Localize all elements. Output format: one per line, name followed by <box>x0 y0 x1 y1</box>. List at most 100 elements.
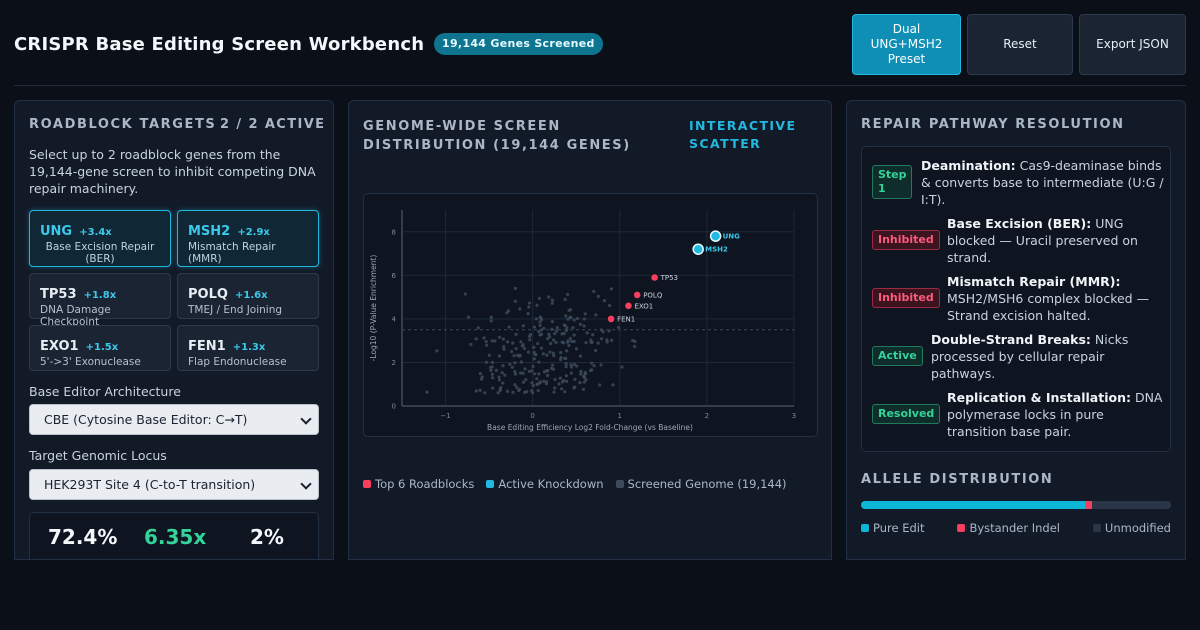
genome-point <box>555 329 559 333</box>
genome-point <box>489 315 493 319</box>
genome-point <box>507 325 511 329</box>
locus-select-value: HEK293T Site 4 (C-to-T transition) <box>44 477 256 492</box>
genome-point <box>532 357 536 361</box>
genome-point <box>566 292 570 297</box>
scatter-plot[interactable]: −1 0 1 2 3 0 2 4 6 8 Base Editing Efficiency Log2 … <box>363 193 818 437</box>
genome-point <box>548 350 552 354</box>
genome-point <box>564 362 568 366</box>
genome-point <box>567 308 571 313</box>
genome-point <box>563 390 567 394</box>
roadblock-gene-point <box>650 273 659 282</box>
gene-desc: Base Excision Repair (BER) <box>45 241 155 265</box>
genome-point <box>526 350 531 354</box>
genome-point <box>565 325 569 330</box>
y-tick-label: 6 <box>392 272 397 280</box>
genome-point <box>500 371 504 375</box>
genome-point <box>513 286 518 290</box>
gene-fold: +1.3x <box>232 342 266 353</box>
genome-point <box>532 350 536 354</box>
genome-point <box>517 388 521 393</box>
genome-point <box>490 360 495 365</box>
genome-point <box>581 387 586 391</box>
x-axis-label: Base Editing Efficiency Log2 Fold-Change… <box>487 423 693 432</box>
genome-point <box>513 372 517 376</box>
genome-point <box>583 312 587 316</box>
gene-card-msh2[interactable]: MSH2 +2.9x Mismatch Repair (MMR) <box>177 210 319 267</box>
genome-point <box>571 326 575 330</box>
dual-preset-button[interactable]: Dual UNG+MSH2 Preset <box>852 14 961 75</box>
editor-select[interactable]: CBE (Cytosine Base Editor: C→T) <box>29 404 319 435</box>
roadblock-panel: Roadblock Targets 2 / 2 ACTIVE Select up… <box>14 100 334 560</box>
gene-card-ung[interactable]: UNG +3.4x Base Excision Repair (BER) <box>29 210 171 267</box>
genome-point <box>563 356 567 361</box>
genome-point <box>527 301 532 305</box>
gene-card-fen1[interactable]: FEN1 +1.3x Flap Endonuclease <box>177 325 319 371</box>
genome-point <box>532 325 537 329</box>
genome-point <box>533 372 537 376</box>
gene-name: TP53 <box>40 287 77 302</box>
genome-point <box>539 328 543 332</box>
genome-point <box>573 377 577 381</box>
gene-card-polq[interactable]: POLQ +1.6x TMEJ / End Joining <box>177 273 319 319</box>
pathway-step: Step 1 Deamination: Cas9-deaminase binds… <box>872 157 1164 207</box>
gene-fold: +3.4x <box>79 227 112 238</box>
genome-point <box>564 374 568 378</box>
pathway-step: Resolved Replication & Installation: DNA… <box>872 389 1164 441</box>
genome-point <box>514 332 518 336</box>
gene-fold: +1.6x <box>235 290 268 301</box>
gene-point-label: TP53 <box>660 274 678 282</box>
genome-point <box>530 381 534 385</box>
genome-point <box>535 377 539 381</box>
genome-point <box>518 307 522 311</box>
genome-point <box>579 369 583 374</box>
genome-point <box>601 330 605 334</box>
genome-point <box>487 353 491 357</box>
genome-point <box>552 390 556 394</box>
genome-point <box>631 338 635 343</box>
genome-point <box>479 377 484 381</box>
genome-point <box>564 314 568 318</box>
stat-indel: 2% <box>250 525 284 549</box>
genome-point <box>526 311 530 316</box>
genome-point <box>567 343 571 348</box>
genome-point <box>527 369 531 374</box>
genome-point <box>522 346 527 351</box>
genome-point <box>498 387 502 391</box>
x-tick-label: 2 <box>705 412 709 420</box>
gene-card-exo1[interactable]: EXO1 +1.5x 5'->3' Exonuclease <box>29 325 171 371</box>
genome-point <box>590 361 594 365</box>
genome-point <box>502 347 506 351</box>
genome-point <box>484 340 488 344</box>
genome-point <box>483 391 487 395</box>
export-json-button[interactable]: Export JSON <box>1079 14 1186 75</box>
genome-point <box>542 379 546 383</box>
genome-point <box>534 317 538 321</box>
genome-point <box>435 349 439 353</box>
gene-card-tp53[interactable]: TP53 +1.8x DNA Damage Checkpoint <box>29 273 171 328</box>
genome-point <box>517 354 522 358</box>
genome-point <box>596 341 600 345</box>
genome-point <box>590 368 594 372</box>
gene-name: FEN1 <box>188 339 226 354</box>
step-body: DNA polymerase locks in pure transition … <box>947 390 1163 439</box>
editor-label: Base Editor Architecture <box>29 384 181 399</box>
genome-point <box>582 317 586 321</box>
genome-point <box>620 365 624 369</box>
gene-name: UNG <box>40 224 73 239</box>
locus-select[interactable]: HEK293T Site 4 (C-to-T transition) <box>29 469 319 500</box>
roadblock-gene-point <box>624 301 633 311</box>
scatter-svg[interactable]: −1 0 1 2 3 0 2 4 6 8 Base Editing Efficiency Log2 … <box>364 194 817 436</box>
genome-point <box>605 338 609 342</box>
reset-button[interactable]: Reset <box>967 14 1073 75</box>
genome-point <box>489 368 493 372</box>
genome-point <box>599 363 603 367</box>
chevron-down-icon <box>300 413 312 425</box>
genome-point <box>538 320 542 324</box>
step-body: UNG blocked — Uracil preserved on strand… <box>947 216 1138 265</box>
genome-point <box>611 383 615 387</box>
genome-point <box>519 340 523 344</box>
legend-swatch <box>861 524 869 532</box>
genome-point <box>497 375 501 379</box>
step-head: Deamination: <box>921 158 1016 173</box>
genome-point <box>551 351 555 355</box>
